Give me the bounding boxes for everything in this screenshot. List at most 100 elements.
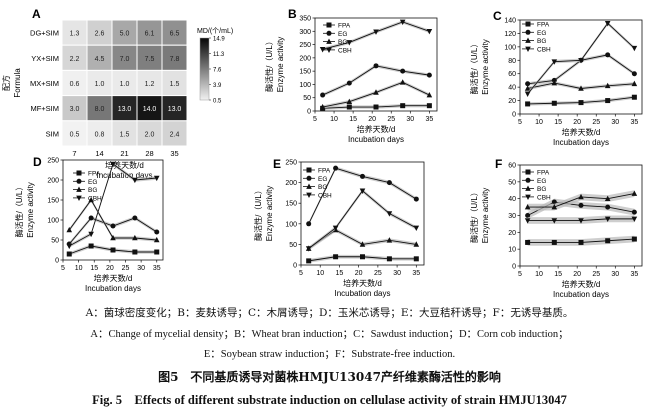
heatmap-cell (111, 69, 138, 97)
data-point-marker (110, 234, 116, 241)
data-point-marker (306, 258, 312, 264)
legend-label: FPA (537, 22, 550, 29)
data-point-marker (426, 103, 432, 109)
panel-e: E 5 10 15 20 25 30 35 0 50 100 150 200 250 培养天数/dIncub… (253, 157, 425, 298)
series-error-band (69, 216, 157, 246)
y-tick-label: 10 (508, 247, 516, 254)
data-point-marker (386, 256, 392, 262)
series-bg (524, 80, 638, 91)
data-point-marker (110, 247, 116, 253)
legend-label: CBH (338, 47, 352, 54)
data-point-marker (333, 165, 339, 171)
heatmap-cell-value: 1.3 (70, 31, 80, 38)
x-axis-label-en: Incubation days (85, 284, 141, 293)
data-point-marker (551, 80, 558, 86)
data-point-marker (88, 231, 94, 238)
y-tick-label: 0 (512, 264, 516, 271)
legend-label: FPA (338, 23, 351, 30)
y-tick-label: 200 (285, 180, 297, 187)
data-point-marker (132, 215, 138, 221)
plot-frame (300, 161, 425, 266)
y-tick-label: 200 (47, 178, 59, 185)
x-tick-label: 30 (137, 265, 145, 272)
data-point-marker (399, 79, 406, 85)
data-point-marker (604, 195, 611, 201)
y-axis-label-en: Formula (13, 68, 22, 98)
x-tick-label: 20 (573, 271, 581, 278)
series-cbh (319, 19, 433, 53)
y-axis-label-en: Enzyme activity (481, 188, 490, 244)
legend-marker (525, 37, 531, 43)
data-point-marker (426, 72, 432, 78)
heatmap-cell (111, 95, 138, 122)
heatmap-cell (86, 120, 113, 147)
data-point-marker (631, 71, 637, 77)
y-tick-label: 0 (307, 109, 311, 116)
x-tick-label: 35 (630, 119, 638, 126)
data-point-marker (359, 241, 366, 247)
heatmap-cell-value: 13.0 (118, 106, 132, 113)
y-tick-label: 20 (508, 230, 516, 237)
plot-frame (62, 159, 164, 261)
legend-label: BG (537, 186, 546, 193)
legend-marker (525, 185, 531, 191)
y-axis-label-cn: 酶活性/（U/L） (14, 183, 24, 238)
y-tick-label: 60 (508, 71, 516, 78)
data-point-marker (524, 203, 531, 210)
x-tick-label: 10 (316, 270, 324, 277)
y-tick-label: 150 (299, 69, 311, 76)
series-eg (525, 52, 637, 87)
x-axis-label-cn: 培养天数/d (343, 278, 382, 288)
data-point-marker (153, 175, 160, 182)
legend-label: EG (338, 31, 347, 38)
y-tick-label: 100 (299, 82, 311, 89)
series-eg (320, 63, 432, 98)
y-tick-label: 50 (51, 238, 59, 245)
heatmap-cell-value: 7.5 (145, 56, 155, 63)
colorbar-tick-label: 3.9 (213, 83, 222, 89)
x-axis-label-cn: 培养天数/d (562, 127, 601, 137)
data-point-marker (66, 251, 72, 257)
series-error-band (308, 228, 417, 251)
x-tick-label: 10 (75, 265, 83, 272)
heatmap-col-label: 21 (120, 149, 128, 158)
heatmap-cell-value: 2.0 (145, 131, 155, 138)
heatmap-cell-value: 0.8 (95, 131, 105, 138)
data-point-marker (426, 91, 433, 98)
heatmap-col-label: 7 (72, 149, 76, 158)
x-tick-label: 25 (592, 119, 600, 126)
x-tick-label: 30 (611, 271, 619, 278)
data-point-marker (306, 221, 312, 227)
data-point-marker (578, 218, 584, 224)
data-point-marker (631, 190, 638, 196)
caption-panels-en-2: E：Soybean straw induction；F：Substrate-fr… (203, 349, 456, 360)
y-tick-label: 250 (285, 160, 297, 167)
y-tick-label: 140 (504, 18, 516, 25)
x-axis-label-en: Incubation days (553, 138, 609, 147)
legend-marker (76, 170, 82, 176)
data-point-marker (551, 218, 558, 224)
series-bg (66, 196, 160, 243)
data-point-marker (551, 239, 557, 245)
heatmap-cell-value: 1.0 (120, 81, 130, 88)
heatmap-cell (86, 69, 113, 97)
x-tick-label: 30 (611, 119, 619, 126)
heatmap-col-label: 28 (145, 149, 153, 158)
x-tick-label: 35 (630, 271, 638, 278)
heatmap-col-label: 35 (170, 149, 178, 158)
y-tick-label: 300 (299, 29, 311, 36)
legend-label: FPA (537, 170, 550, 177)
y-tick-label: 50 (289, 242, 297, 249)
x-axis-label-cn: 培养天数/d (105, 160, 144, 170)
legend-marker (76, 186, 82, 192)
heatmap-cell (61, 120, 88, 147)
y-tick-label: 100 (504, 44, 516, 51)
data-point-marker (373, 104, 379, 110)
data-point-marker (631, 209, 637, 215)
heatmap-cell (161, 69, 188, 97)
data-point-marker (413, 241, 420, 247)
series-eg (306, 165, 419, 227)
data-point-marker (413, 196, 419, 202)
data-point-marker (605, 52, 611, 58)
y-tick-label: 350 (299, 16, 311, 23)
